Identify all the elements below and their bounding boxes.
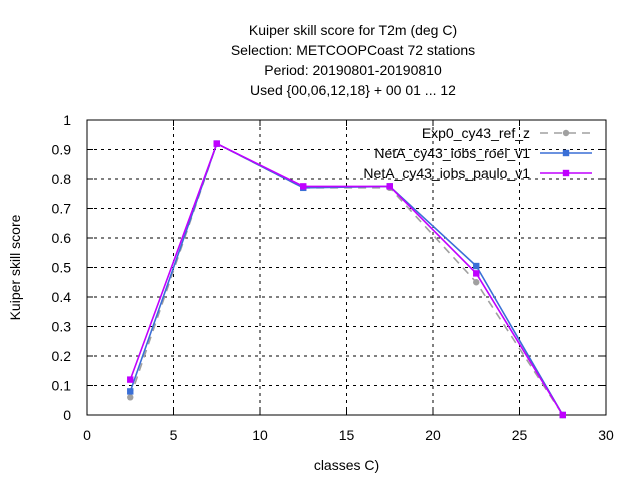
axis-ticks: 0 5 10 15 20 25 30 0 0.1 0.2 0.3 0.4 0.5 0.6 0.7 0.8 0.9… xyxy=(52,112,614,443)
legend-label: Exp0_cy43_ref_z xyxy=(422,125,530,141)
x-axis-label: classes C) xyxy=(314,457,379,473)
y-tick-label: 0.8 xyxy=(52,171,72,187)
y-tick-label: 0 xyxy=(63,407,71,423)
x-tick-label: 25 xyxy=(512,427,528,443)
x-tick-label: 5 xyxy=(170,427,178,443)
series xyxy=(127,140,566,419)
y-tick-label: 0.5 xyxy=(52,260,72,276)
y-tick-label: 0.1 xyxy=(52,378,72,394)
y-tick-label: 0.2 xyxy=(52,348,72,364)
series-line xyxy=(129,142,564,416)
grid xyxy=(87,120,606,415)
data-point xyxy=(127,394,134,401)
legend: Exp0_cy43_ref_z NetA_cy43_iobs_roel_v1 Net… xyxy=(363,125,592,181)
legend-marker xyxy=(562,129,570,137)
y-tick-label: 1 xyxy=(63,112,71,128)
title-line: Period: 20190801-20190810 xyxy=(264,62,442,78)
legend-marker xyxy=(562,149,570,157)
data-point xyxy=(213,140,220,147)
data-point xyxy=(127,388,134,395)
series-1 xyxy=(127,140,566,419)
y-tick-label: 0.4 xyxy=(52,289,72,305)
x-tick-label: 0 xyxy=(83,427,91,443)
legend-label: NetA_cy43_iobs_paulo_v1 xyxy=(363,165,530,181)
title-line: Selection: METCOOPCoast 72 stations xyxy=(231,42,475,58)
legend-marker xyxy=(562,169,570,177)
data-point xyxy=(473,262,480,270)
x-tick-label: 15 xyxy=(339,427,355,443)
x-tick-label: 30 xyxy=(598,427,614,443)
y-tick-label: 0.6 xyxy=(52,230,72,246)
y-tick-label: 0.9 xyxy=(52,142,72,158)
series-0 xyxy=(127,140,566,419)
data-point xyxy=(559,411,566,419)
data-point xyxy=(473,270,480,277)
chart-title: Kuiper skill score for T2m (deg C) Select… xyxy=(231,22,475,98)
data-point xyxy=(386,183,393,190)
data-point xyxy=(127,376,134,383)
legend-label: NetA_cy43_iobs_roel_v1 xyxy=(374,145,530,161)
data-point xyxy=(473,279,480,286)
title-line: Used {00,06,12,18} + 00 01 ... 12 xyxy=(250,82,456,98)
x-tick-label: 10 xyxy=(252,427,268,443)
x-tick-label: 20 xyxy=(425,427,441,443)
y-tick-label: 0.7 xyxy=(52,201,72,217)
title-line: Kuiper skill score for T2m (deg C) xyxy=(249,22,457,38)
data-point xyxy=(300,183,307,190)
series-2 xyxy=(127,140,566,419)
y-tick-label: 0.3 xyxy=(52,319,72,335)
y-axis-label: Kuiper skill score xyxy=(7,214,23,320)
